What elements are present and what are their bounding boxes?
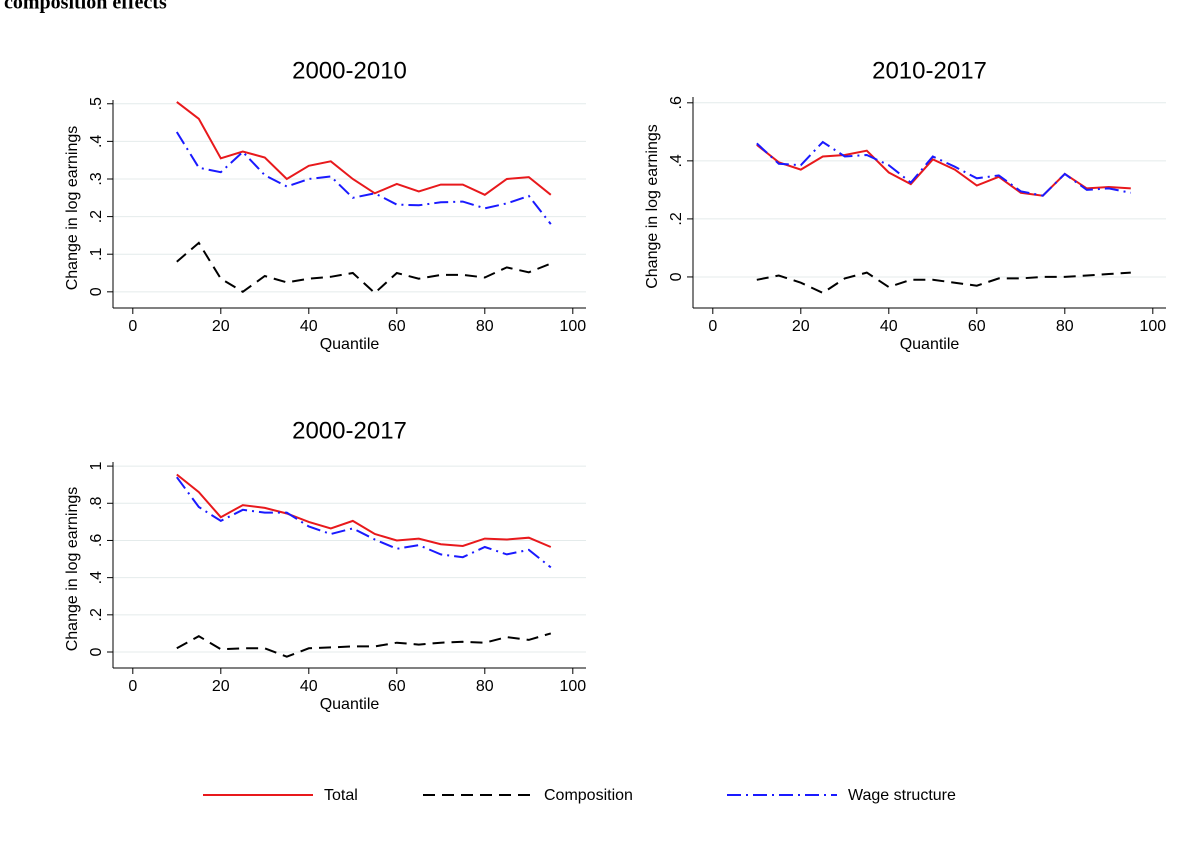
legend-label: Wage structure: [848, 787, 956, 804]
series-line: [756, 271, 1131, 295]
series-line: [756, 140, 1131, 197]
y-tick-label: .4: [88, 135, 105, 148]
x-tick-label: 60: [388, 678, 406, 695]
x-tick-label: 0: [128, 318, 137, 335]
series-line: [175, 131, 552, 225]
y-tick-label: 0: [88, 647, 105, 656]
series-line: [756, 144, 1131, 197]
y-tick-label: 1: [88, 462, 105, 471]
chart-title: 2000-2017: [292, 417, 407, 444]
y-axis-label: Change in log earnings: [64, 487, 81, 652]
chart-title: 2010-2017: [872, 57, 987, 84]
x-tick-label: 100: [559, 318, 586, 335]
y-tick-label: .3: [88, 172, 105, 185]
series-line: [176, 241, 552, 295]
y-tick-label: .1: [88, 247, 105, 260]
x-tick-label: 40: [300, 318, 318, 335]
x-tick-label: 80: [1056, 318, 1074, 335]
legend-label: Composition: [544, 787, 633, 804]
x-tick-label: 20: [212, 318, 230, 335]
x-axis-label: Quantile: [320, 336, 380, 353]
y-tick-label: 0: [88, 287, 105, 296]
page-heading: composition effects: [4, 0, 167, 14]
y-tick-label: .2: [668, 212, 685, 225]
y-tick-label: .6: [88, 534, 105, 547]
x-tick-label: 60: [968, 318, 986, 335]
y-tick-label: 0: [668, 272, 685, 281]
y-tick-label: .4: [88, 571, 105, 584]
x-axis-label: Quantile: [900, 336, 960, 353]
y-tick-label: .5: [88, 97, 105, 110]
y-tick-label: .6: [668, 96, 685, 109]
y-tick-label: .4: [668, 154, 685, 167]
y-tick-label: .2: [88, 210, 105, 223]
x-tick-label: 20: [212, 678, 230, 695]
x-tick-label: 40: [300, 678, 318, 695]
x-tick-label: 100: [559, 678, 586, 695]
y-tick-label: .2: [88, 608, 105, 621]
x-tick-label: 80: [476, 678, 494, 695]
series-line: [176, 632, 552, 658]
x-tick-label: 40: [880, 318, 898, 335]
x-tick-label: 20: [792, 318, 810, 335]
series-line: [175, 476, 552, 569]
x-tick-label: 100: [1139, 318, 1166, 335]
x-tick-label: 60: [388, 318, 406, 335]
series-line: [176, 101, 552, 196]
series-line: [176, 473, 552, 548]
y-tick-label: .8: [88, 497, 105, 510]
y-axis-label: Change in log earnings: [64, 126, 81, 291]
legend-label: Total: [324, 787, 358, 804]
x-tick-label: 0: [708, 318, 717, 335]
chart-title: 2000-2010: [292, 57, 407, 84]
x-tick-label: 0: [128, 678, 137, 695]
x-axis-label: Quantile: [320, 696, 380, 713]
x-tick-label: 80: [476, 318, 494, 335]
y-axis-label: Change in log earnings: [644, 124, 661, 289]
